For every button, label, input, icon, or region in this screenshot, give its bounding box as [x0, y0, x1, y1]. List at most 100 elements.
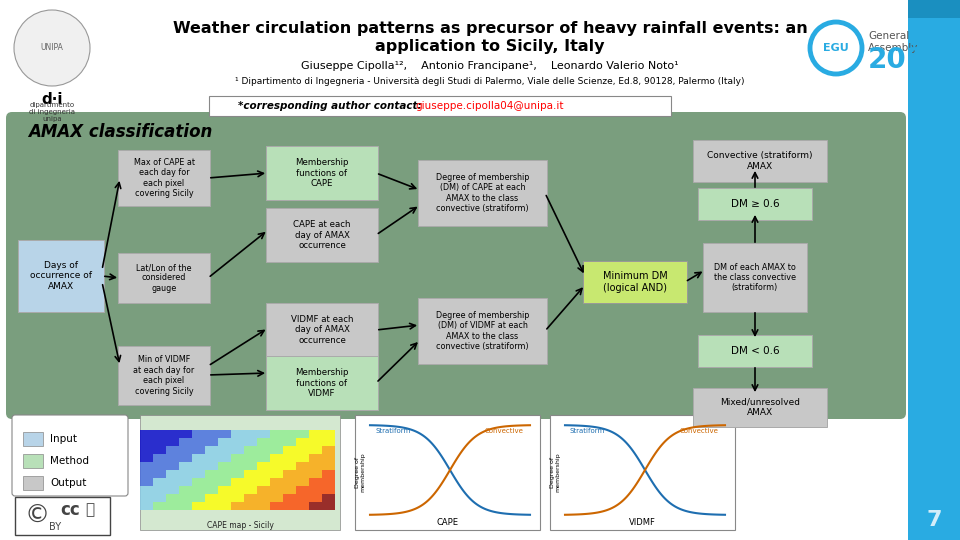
Bar	[296, 470, 309, 478]
Text: Convective: Convective	[680, 428, 719, 434]
Bar	[192, 430, 205, 438]
Text: 7: 7	[926, 510, 942, 530]
Text: Degree of
membership: Degree of membership	[549, 453, 561, 492]
FancyBboxPatch shape	[266, 146, 378, 200]
Bar	[192, 470, 205, 478]
Bar	[179, 478, 192, 486]
Bar	[179, 470, 192, 478]
Bar	[309, 478, 322, 486]
Text: DM < 0.6: DM < 0.6	[731, 346, 780, 356]
Bar	[283, 446, 296, 454]
Bar	[270, 502, 283, 510]
Bar	[257, 486, 270, 494]
Bar	[192, 454, 205, 462]
Bar	[140, 494, 153, 502]
Text: Weather circulation patterns as precursor of heavy rainfall events: an: Weather circulation patterns as precurso…	[173, 21, 807, 36]
Bar	[257, 446, 270, 454]
Bar	[309, 462, 322, 470]
Bar	[296, 462, 309, 470]
FancyBboxPatch shape	[698, 335, 812, 367]
Bar	[355, 415, 540, 530]
FancyBboxPatch shape	[583, 261, 687, 303]
FancyBboxPatch shape	[6, 112, 906, 419]
Bar	[205, 494, 218, 502]
Bar	[309, 502, 322, 510]
Bar	[322, 494, 335, 502]
Bar	[166, 462, 179, 470]
Bar	[257, 502, 270, 510]
Bar	[205, 478, 218, 486]
Text: BY: BY	[49, 522, 61, 532]
Bar	[231, 478, 244, 486]
Text: Output: Output	[50, 478, 86, 488]
Bar	[192, 502, 205, 510]
Bar	[140, 502, 153, 510]
Bar	[309, 430, 322, 438]
Bar	[322, 438, 335, 446]
Bar	[244, 494, 257, 502]
Bar	[218, 462, 231, 470]
Text: AMAX classification: AMAX classification	[28, 123, 212, 141]
FancyBboxPatch shape	[209, 96, 671, 116]
Bar	[140, 462, 153, 470]
Bar	[283, 462, 296, 470]
Bar	[283, 470, 296, 478]
Bar	[179, 430, 192, 438]
Bar	[296, 502, 309, 510]
Text: d·i: d·i	[41, 92, 62, 107]
Bar	[244, 470, 257, 478]
Bar	[283, 486, 296, 494]
FancyBboxPatch shape	[118, 150, 210, 206]
FancyBboxPatch shape	[418, 160, 547, 226]
Bar	[205, 454, 218, 462]
Bar	[153, 486, 166, 494]
Bar	[283, 478, 296, 486]
Bar	[205, 462, 218, 470]
Bar	[309, 438, 322, 446]
Bar	[322, 502, 335, 510]
Bar	[23, 454, 43, 468]
FancyBboxPatch shape	[266, 303, 378, 357]
FancyBboxPatch shape	[18, 240, 104, 312]
Bar	[166, 502, 179, 510]
Bar	[166, 454, 179, 462]
Bar	[270, 478, 283, 486]
Text: giuseppe.cipolla04@unipa.it: giuseppe.cipolla04@unipa.it	[416, 101, 564, 111]
Bar	[283, 454, 296, 462]
Bar	[244, 502, 257, 510]
Bar	[322, 470, 335, 478]
Bar	[153, 446, 166, 454]
Bar	[166, 438, 179, 446]
Bar	[231, 494, 244, 502]
Text: Mixed/unresolved
AMAX: Mixed/unresolved AMAX	[720, 398, 800, 417]
Text: VIDMF: VIDMF	[629, 518, 656, 527]
Text: Membership
functions of
VIDMF: Membership functions of VIDMF	[296, 368, 348, 398]
Bar	[179, 446, 192, 454]
Bar	[309, 470, 322, 478]
Bar	[218, 470, 231, 478]
Bar	[179, 486, 192, 494]
Text: ⓘ: ⓘ	[85, 503, 95, 517]
Bar	[257, 494, 270, 502]
Bar	[257, 462, 270, 470]
Bar	[166, 430, 179, 438]
Bar	[179, 454, 192, 462]
Bar	[244, 478, 257, 486]
Bar	[257, 438, 270, 446]
Bar	[153, 478, 166, 486]
Bar	[283, 438, 296, 446]
Bar	[166, 486, 179, 494]
Bar	[309, 454, 322, 462]
Text: Degree of membership
(DM) of VIDMF at each
AMAX to the class
convective (stratif: Degree of membership (DM) of VIDMF at ea…	[436, 311, 529, 351]
Bar	[257, 478, 270, 486]
Text: ¹ Dipartimento di Ingegneria - Università degli Studi di Palermo, Viale delle Sc: ¹ Dipartimento di Ingegneria - Universit…	[235, 78, 745, 86]
Bar	[15, 497, 110, 535]
Bar	[322, 454, 335, 462]
Bar	[140, 478, 153, 486]
Bar	[179, 502, 192, 510]
Bar	[192, 438, 205, 446]
Text: Giuseppe Cipolla¹²,    Antonio Francipane¹,    Leonardo Valerio Noto¹: Giuseppe Cipolla¹², Antonio Francipane¹,…	[301, 61, 679, 71]
Bar	[296, 494, 309, 502]
Bar	[270, 438, 283, 446]
Bar	[140, 430, 153, 438]
